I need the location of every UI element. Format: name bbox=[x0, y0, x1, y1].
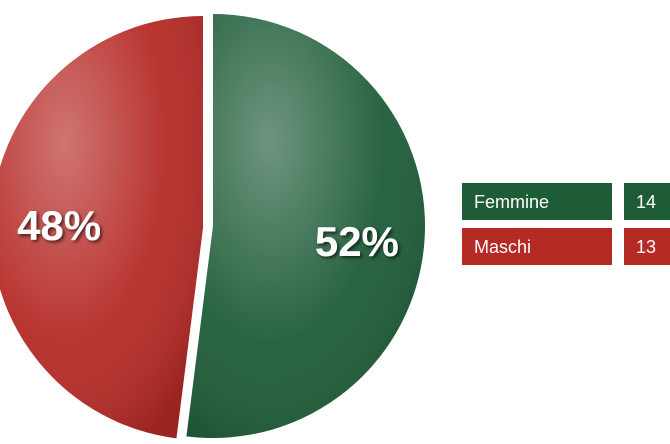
legend-label: Femmine bbox=[474, 192, 549, 212]
slice-labels: 52% 48% bbox=[17, 202, 399, 265]
slice-label: 48% bbox=[17, 202, 101, 249]
legend-swatch bbox=[462, 183, 612, 220]
slice-shine bbox=[0, 16, 203, 439]
count-box bbox=[624, 228, 670, 265]
legend-label: Maschi bbox=[474, 237, 531, 257]
count-label: 14 bbox=[636, 192, 656, 212]
pie bbox=[0, 14, 425, 439]
slice-label: 52% bbox=[315, 218, 399, 265]
legend-swatch bbox=[462, 228, 612, 265]
slice-shine bbox=[186, 14, 425, 438]
count-label: 13 bbox=[636, 237, 656, 257]
legend: Femmine 14 Maschi 13 bbox=[462, 183, 670, 265]
count-box bbox=[624, 183, 670, 220]
